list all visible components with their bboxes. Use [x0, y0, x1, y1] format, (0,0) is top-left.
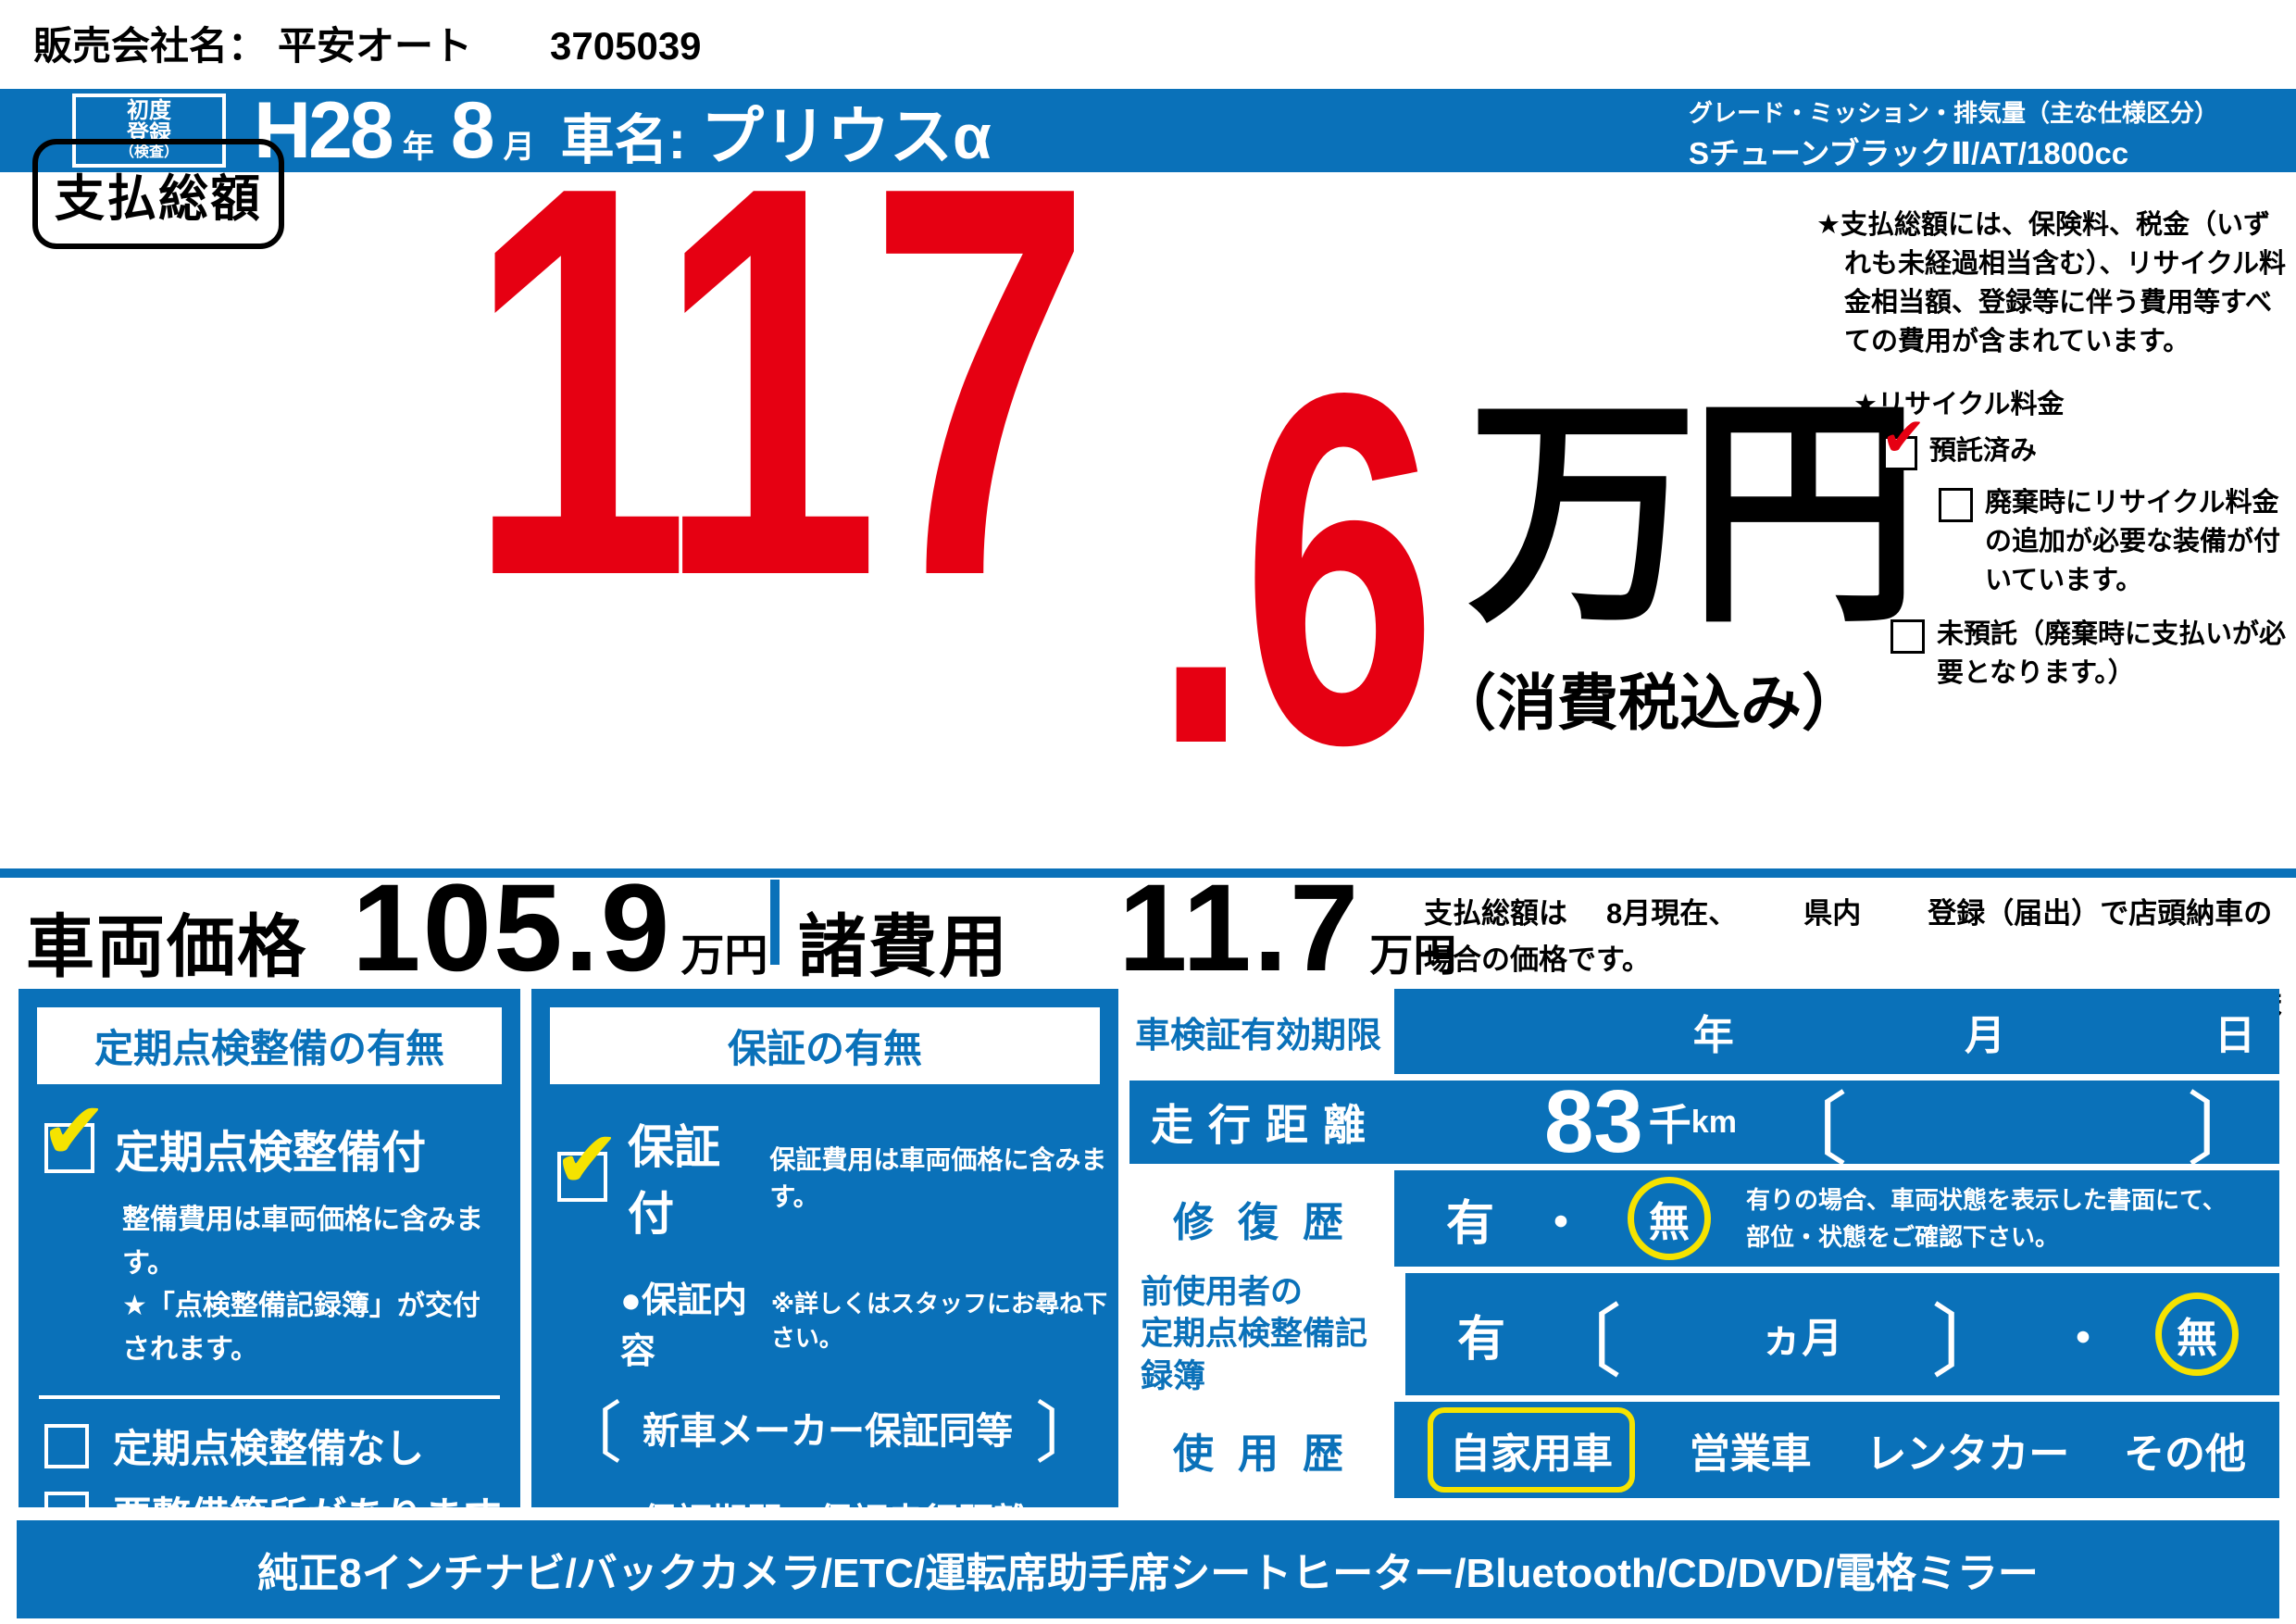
dealer-name: 平安オート: [278, 24, 473, 68]
recycle-deposited-label: 預託済み: [1929, 436, 2038, 467]
recycle-extra-fee-option: 廃棄時にリサイクル料金の追加が必要な装備が付いています。: [1939, 483, 2290, 600]
spec-caption: グレード・ミッション・排気量（主な仕様区分）: [1689, 99, 2219, 127]
maintenance-panel: 定期点検整備の有無 ✔ 定期点検整備付 整備費用は車両価格に含みます。 ★「点検…: [19, 989, 520, 1624]
warranty-checked-row: ✔ 保証付 保証費用は車両価格に含みます。: [554, 1110, 1118, 1243]
usage-history-row: 使用歴 自家用車 営業車 レンタカー その他: [1129, 1402, 2279, 1498]
dealer-line: 販売会社名： 平安オート 3705039: [33, 15, 702, 71]
vehicle-price-label: 車両価格: [26, 908, 307, 985]
total-price-integer: 117: [468, 71, 1092, 692]
month-unit: 月: [503, 129, 535, 165]
recycle-fee-title: ★リサイクル料金: [1853, 390, 2065, 420]
fine-print-line1: 支払総額は 8月現在、 県内 登録（届出）で店頭納車の場合の価格です。: [1424, 897, 2273, 976]
checkbox-empty: [44, 1423, 89, 1468]
car-name-label: 車名:: [560, 109, 686, 170]
recycle-extra-fee-label: 廃棄時にリサイクル料金の追加が必要な装備が付いています。: [1985, 488, 2281, 596]
tax-included-note: （消費税込み）: [1435, 668, 1863, 737]
car-name-group: 車名: プリウスα: [561, 85, 992, 177]
total-price-note: ★支払総額には、保険料、税金（いずれも未経過相当含む）、リサイクル料金相当額、登…: [1816, 210, 2287, 357]
previous-record-content: 有 〔 ヵ月 〕 ・ 無: [1405, 1273, 2279, 1395]
panel-divider: [39, 1395, 500, 1399]
recycle-deposited-option: ✔ 預託済み: [1881, 411, 2290, 471]
red-check-icon: ✔: [1881, 407, 1927, 468]
vertical-divider: [770, 880, 780, 965]
checkbox-checked: ✔: [41, 1092, 107, 1173]
bracket-open: 〔: [1542, 1297, 1623, 1387]
yellow-check-icon: ✔: [41, 1087, 108, 1176]
total-price-unit: 万円: [1467, 379, 1919, 650]
inspection-expiry-row: 車検証有効期限 年 月 日: [1129, 989, 2279, 1074]
fees-unit: 万円: [1369, 931, 1457, 980]
mileage-content: 83 千 km 〔 〕: [1387, 1072, 2279, 1175]
repair-yes: 有: [1446, 1196, 1495, 1251]
repair-no-circled: 無: [1628, 1177, 1712, 1260]
badge-line3: （検査）: [119, 144, 179, 161]
dealer-code: 3705039: [550, 24, 702, 68]
maintenance-panel-title: 定期点検整備の有無: [37, 1007, 502, 1084]
total-price-decimal: .6: [1153, 290, 1437, 848]
previous-record-row: 前使用者の 定期点検整備記録簿 有 〔 ヵ月 〕 ・ 無: [1129, 1273, 2279, 1395]
maintenance-none-option: 定期点検整備なし: [44, 1418, 520, 1474]
inspection-expiry-content: 年 月 日: [1394, 989, 2279, 1074]
warranty-content-value: 新車メーカー保証同等: [643, 1410, 1014, 1452]
bracket-open: 〔: [1767, 1085, 1848, 1175]
usage-private-highlighted: 自家用車: [1428, 1407, 1635, 1493]
record-no-circled: 無: [2155, 1293, 2239, 1376]
warranty-panel-title: 保証の有無: [550, 1007, 1100, 1084]
bracket-close: 〕: [2187, 1085, 2266, 1175]
mileage-row: 走行距離 83 千 km 〔 〕: [1129, 1072, 2279, 1175]
usage-rental: レンタカー: [1866, 1431, 2070, 1477]
checkbox-checked: ✔: [554, 1120, 620, 1202]
fees-value: 11.7: [1118, 859, 1361, 997]
recycle-not-deposited-label: 未預託（廃棄時に支払いが必要となります。）: [1937, 619, 2287, 689]
mileage-label: 走行距離: [1129, 1081, 1387, 1164]
badge-line1: 初度: [127, 98, 171, 124]
year-unit: 年: [402, 129, 434, 165]
mileage-value: 83: [1544, 1072, 1643, 1171]
usage-commercial: 営業車: [1689, 1431, 1812, 1477]
vehicle-price-group: 車両価格 105.9 万円: [26, 857, 767, 997]
car-name-value: プリウスα: [700, 101, 992, 172]
yellow-check-icon: ✔: [554, 1116, 621, 1205]
repair-history-note: 有りの場合、車両状態を表示した書面にて、 部位・状態をご確認下さい。: [1746, 1185, 2227, 1251]
bracket-close: 〕: [1034, 1397, 1102, 1471]
dealer-label: 販売会社名：: [33, 24, 268, 68]
warranty-content-value-row: 〔 新車メーカー保証同等 〕: [555, 1379, 1102, 1476]
fees-label: 諸費用: [798, 908, 1009, 985]
warranty-checked-sub: 保証費用は車両価格に含みます。: [769, 1145, 1107, 1211]
side-notes: ★支払総額には、保険料、税金（いずれも未経過相当含む）、リサイクル料金相当額、登…: [1816, 206, 2290, 693]
checkbox-empty: [1890, 619, 1925, 655]
fees-group: 諸費用 11.7 万円: [798, 857, 1456, 997]
usage-other: その他: [2123, 1431, 2246, 1477]
total-price-label-box: 支払総額: [32, 139, 284, 249]
maintenance-sub-notes: 整備費用は車両価格に含みます。 ★「点検整備記録簿」が交付されます。: [122, 1205, 483, 1365]
checkbox-checked: ✔: [1881, 411, 1927, 471]
warranty-panel: 保証の有無 ✔ 保証付 保証費用は車両価格に含みます。 ●保証内容 ※詳しくはス…: [531, 989, 1126, 1624]
bracket-open: 〔: [555, 1397, 623, 1471]
registration-month: 8: [450, 85, 495, 175]
warranty-content-row: ●保証内容 ※詳しくはスタッフにお尋ね下さい。: [620, 1281, 1108, 1371]
grade-spec: グレード・ミッション・排気量（主な仕様区分） SチューンブラックⅡ/AT/180…: [1689, 96, 2218, 176]
usage-history-content: 自家用車 営業車 レンタカー その他: [1394, 1402, 2279, 1498]
recycle-not-deposited-option: 未預託（廃棄時に支払いが必要となります。）: [1890, 615, 2290, 693]
checkbox-empty: [1939, 488, 1973, 523]
warranty-checked-label: 保証付: [628, 1121, 720, 1240]
inspection-expiry-label: 車検証有効期限: [1129, 989, 1387, 1074]
usage-history-label: 使用歴: [1129, 1402, 1387, 1498]
vehicle-info-table: 車検証有効期限 年 月 日 走行距離 83 千 km 〔 〕 修復歴 有 ・: [1129, 989, 2279, 1507]
bracket-close: 〕: [1930, 1297, 2011, 1387]
vehicle-price-unit: 万円: [680, 931, 768, 980]
repair-history-row: 修復歴 有 ・ 無 有りの場合、車両状態を表示した書面にて、 部位・状態をご確認…: [1129, 1170, 2279, 1267]
divider-rule: [0, 868, 2296, 878]
maintenance-checked-label: 定期点検整備付: [115, 1129, 427, 1178]
header-bar: 初度 登録 （検査） H28 年 8 月 車名: プリウスα グレード・ミッショ…: [0, 86, 2296, 175]
maintenance-checked-row: ✔ 定期点検整備付: [41, 1092, 520, 1181]
vehicle-price-value: 105.9: [352, 859, 672, 997]
repair-history-label: 修復歴: [1129, 1170, 1387, 1267]
equipment-bar: 純正8インチナビ/バックカメラ/ETC/運転席助手席シートヒーター/Blueto…: [17, 1520, 2279, 1618]
previous-record-label: 前使用者の 定期点検整備記録簿: [1129, 1273, 1398, 1395]
repair-history-content: 有 ・ 無 有りの場合、車両状態を表示した書面にて、 部位・状態をご確認下さい。: [1394, 1170, 2279, 1267]
spec-value: SチューンブラックⅡ/AT/1800cc: [1689, 135, 2129, 170]
equipment-list: 純正8インチナビ/バックカメラ/ETC/運転席助手席シートヒーター/Blueto…: [257, 1551, 2039, 1596]
